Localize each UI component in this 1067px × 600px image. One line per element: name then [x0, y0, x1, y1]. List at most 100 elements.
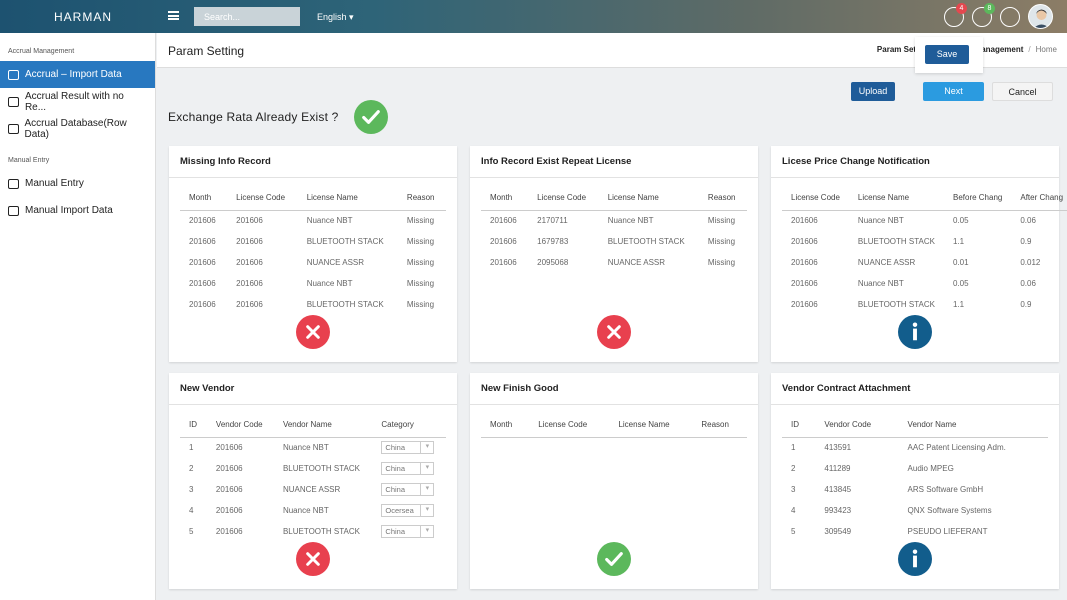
row: 3 201606 NUANCE ASSR China — [180, 479, 446, 500]
cell: Nuance NBT — [274, 500, 372, 521]
cancel-button[interactable]: Cancel — [992, 82, 1053, 101]
row: 1 413591 AAC Patent Licensing Adm. — [782, 437, 1048, 458]
cell: 3 — [782, 479, 815, 500]
crumb[interactable]: Param Setting — [876, 45, 931, 54]
question: Exchange Rata Already Exist ? — [168, 110, 339, 124]
column-header: Month — [481, 413, 530, 438]
cell-text: BLUETOOTH STACK — [306, 300, 384, 309]
cell: Missing — [398, 252, 446, 273]
panel: Info Record Exist Repeat License Month Lic… — [470, 146, 758, 362]
table: ID Vendor Code Vendor Name Category 1 201606 N… — [180, 413, 446, 542]
section-title: Manual Entry — [8, 157, 50, 164]
cell-text: 0.012 — [1020, 258, 1041, 267]
column-header: License Code — [227, 186, 298, 211]
settings[interactable] — [1000, 7, 1020, 27]
cell-text: Nuance NBT — [607, 216, 654, 226]
cell-text: 0.9 — [1020, 237, 1032, 246]
cell-text: 1679783 — [537, 237, 569, 246]
save-button[interactable]: Save — [925, 45, 969, 64]
cell-text: NUANCE ASSR — [306, 258, 365, 267]
cell-text: BLUETOOTH STACK — [857, 237, 935, 246]
column-header: Reason — [692, 413, 747, 438]
category-select[interactable]: China — [381, 441, 435, 455]
nav-item[interactable]: Accrual – Import Data — [0, 61, 155, 88]
language[interactable]: English — [317, 12, 347, 22]
search-box[interactable]: Search... — [194, 7, 300, 26]
cell-text: Missing — [406, 216, 435, 226]
cell-text: 201606 — [215, 527, 243, 536]
nav-label[interactable]: Accrual Result with no Re... — [24, 90, 124, 113]
cell: 2 — [782, 458, 815, 479]
nav-label[interactable]: Accrual Database(Row Data) — [24, 117, 127, 140]
cell: 0.05 — [944, 273, 1011, 294]
cell-text: 5 — [189, 527, 194, 536]
cell-text: Audio MPEG — [907, 464, 954, 473]
cell-text: 2 — [791, 464, 796, 473]
category-select[interactable]: China — [381, 483, 435, 496]
avatar[interactable] — [1028, 4, 1053, 29]
panel-title: Vendor Contract Attachment — [771, 373, 1059, 405]
cell: 2 — [180, 458, 207, 479]
nav-item[interactable]: Manual Import Data — [0, 197, 155, 224]
category-select[interactable]: Ocersea — [381, 504, 435, 517]
row: 201606 201606 NUANCE ASSR Missing — [180, 252, 446, 273]
column-header: After Chang — [1011, 186, 1067, 211]
row: 4 201606 Nuance NBT Ocersea — [180, 500, 446, 521]
crumb[interactable]: Home — [1035, 45, 1057, 54]
messages[interactable]: 8 — [972, 3, 995, 27]
upload-button[interactable]: Upload — [851, 82, 895, 101]
nav-item[interactable]: Accrual Result with no Re... — [0, 88, 155, 115]
nav-label[interactable]: Manual Entry — [25, 178, 84, 189]
cell: Nuance NBT — [274, 437, 372, 458]
cell: 201606 — [227, 231, 298, 252]
nav-label[interactable]: Manual Import Data — [25, 205, 113, 216]
column-header: Vendor Name — [898, 413, 1048, 438]
crumb[interactable]: Accrual Management — [942, 45, 1024, 54]
next-button[interactable]: Next — [923, 82, 984, 101]
cell: 201606 — [207, 521, 274, 542]
cell: ARS Software GmbH — [899, 479, 1048, 500]
notifications[interactable]: 4 — [944, 3, 967, 27]
cell: 201606 — [481, 252, 528, 273]
row: 201606 201606 Nuance NBT Missing — [180, 210, 446, 231]
nav-item[interactable]: Accrual Database(Row Data) — [0, 115, 155, 142]
row: 201606 201606 BLUETOOTH STACK Missing — [180, 231, 446, 252]
cell: 201606 — [782, 252, 849, 273]
cell-text: 0.05 — [952, 279, 969, 288]
menu-toggle[interactable] — [168, 11, 179, 20]
cell: 201606 — [180, 231, 227, 252]
category-select[interactable]: China — [381, 525, 435, 538]
column-header: Month — [481, 186, 529, 211]
category-select[interactable]: China — [381, 462, 435, 475]
cell-text: Missing — [406, 279, 435, 288]
cell-text: 1.1 — [952, 300, 965, 309]
cell: 201606 — [207, 479, 274, 500]
cell: QNX Software Systems — [899, 500, 1048, 521]
cell-text: 3 — [189, 485, 194, 494]
cell: Missing — [398, 210, 446, 231]
column-header: License Name — [609, 413, 693, 438]
cell-text: 201606 — [236, 237, 263, 246]
cell-text: NUANCE ASSR — [607, 258, 666, 267]
language-select[interactable]: English ▾ — [317, 12, 354, 22]
cell: 4 — [180, 500, 207, 521]
cell-text: 0.05 — [952, 216, 969, 226]
nav-label[interactable]: Accrual – Import Data — [25, 69, 122, 80]
cell-text: Nuance NBT — [306, 216, 353, 226]
cell-text: 201606 — [189, 279, 216, 288]
cell-text: 2095068 — [537, 258, 569, 267]
cell: 0.01 — [944, 252, 1011, 273]
header-row: Month License Code License Name Reason — [180, 186, 446, 211]
cell: 1 — [180, 437, 207, 458]
column-header: License Code — [782, 186, 849, 211]
cell: 201606 — [180, 210, 227, 231]
cell: 201606 — [180, 273, 227, 294]
cell: 201606 — [782, 231, 849, 252]
cell-text: 201606 — [189, 300, 216, 309]
nav-item[interactable]: Manual Entry — [0, 170, 155, 197]
cell: 201606 — [227, 252, 298, 273]
logo[interactable]: HARMAN — [54, 10, 113, 24]
column-header: License Code — [528, 186, 599, 211]
cell-text: BLUETOOTH STACK — [282, 527, 360, 536]
